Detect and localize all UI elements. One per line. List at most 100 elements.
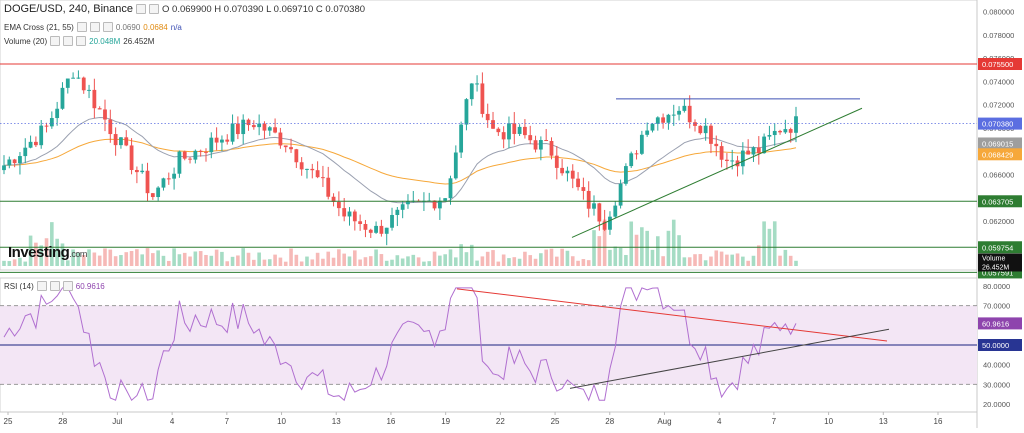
volume-bar [305,256,309,266]
candle-body [81,77,86,91]
rsi-close-icon[interactable] [62,281,73,291]
candle-body [71,77,76,79]
candle-body [496,128,501,133]
ema-visibility-icon[interactable] [76,22,87,32]
visibility-toggle-icon[interactable] [136,4,147,14]
volume-bar [788,255,793,266]
candle-body [751,147,756,155]
volume-bar [719,251,724,266]
volume-bar [230,256,235,266]
price-marker-tag [978,117,1022,130]
time-tick-label: 28 [58,417,67,426]
ema-close-icon[interactable] [102,22,113,32]
level-tag [978,195,1022,208]
volume-bar [469,244,474,266]
candle-body [772,130,777,136]
candle-body [618,183,623,206]
candle-body [23,147,28,157]
time-tick-label: 19 [441,417,450,426]
volume-visibility-icon[interactable] [50,36,61,46]
volume-bar [76,252,81,266]
volume-bar [480,256,485,266]
volume-bar [570,256,575,266]
ema-value-na: n/a [170,22,182,32]
settings-icon[interactable] [149,4,160,14]
candle-body [230,123,235,142]
candle-body [2,165,6,171]
candle-body [592,203,596,209]
time-tick-label: 10 [277,417,286,426]
volume-bar [12,259,17,266]
candle-body [225,139,230,142]
candle-body [103,109,107,120]
volume-bar [422,261,426,266]
candle-body [788,129,793,133]
volume-bar [273,254,277,266]
volume-bar [236,255,240,266]
candle-body [703,125,708,134]
volume-bar [671,219,676,266]
volume-bar [427,261,432,266]
candle-body [544,140,549,142]
volume-bar [475,260,479,266]
level-tag-label: 0.057591 [982,268,1013,277]
volume-bar [23,261,28,266]
candle-body [289,147,293,150]
candle-body [528,135,533,141]
price-tick-label: 0.080000 [983,8,1014,17]
symbol-title: DOGE/USD, 240, Binance [4,3,134,15]
volume-bar [108,249,113,266]
candle-body [108,119,113,135]
volume-legend: Volume (20) 20.048M 26.452M [4,36,154,46]
candle-body [661,117,666,123]
volume-bar [640,227,644,266]
candle-body [299,162,304,170]
candle-body [491,120,495,129]
candle-body [140,170,145,173]
volume-bar [2,260,6,266]
volume-bar [342,253,346,266]
volume-bar [198,251,203,266]
investing-logo: Investing.com [8,244,87,261]
volume-bar [310,259,315,266]
candle-body [698,125,703,134]
rsi-tick-label: 40.0000 [983,361,1010,370]
volume-bar [60,243,65,266]
ema-slow-line [3,138,797,185]
volume-bar [624,254,628,266]
price-marker-tag [978,137,1022,150]
candle-body [554,155,559,168]
candle-body [400,204,405,210]
candle-body [374,225,378,233]
candle-body [395,209,400,215]
volume-bar [682,257,687,266]
candle-body [209,137,214,153]
volume-bar [661,256,665,266]
volume-close-icon[interactable] [76,36,87,46]
volume-bar [597,236,602,266]
candle-body [762,136,767,154]
volume-bar [602,219,607,266]
ema-settings-icon[interactable] [89,22,100,32]
volume-bar [81,255,86,266]
candle-body [448,178,453,199]
time-tick-label: 22 [496,417,505,426]
volume-bar [794,260,798,266]
volume-bar [645,230,649,266]
rsi-settings-icon[interactable] [49,281,60,291]
rsi-line [3,287,797,402]
volume-bar [491,250,495,266]
volume-bar [464,252,469,266]
rsi-visibility-icon[interactable] [36,281,47,291]
time-tick-label: 13 [332,417,341,426]
volume-bar [209,255,214,266]
volume-bar [698,254,703,266]
volume-bar [443,254,447,266]
volume-bar [129,250,134,266]
volume-marker-tag [978,262,1022,272]
candle-body [87,89,91,91]
volume-bar [411,254,416,266]
volume-settings-icon[interactable] [63,36,74,46]
